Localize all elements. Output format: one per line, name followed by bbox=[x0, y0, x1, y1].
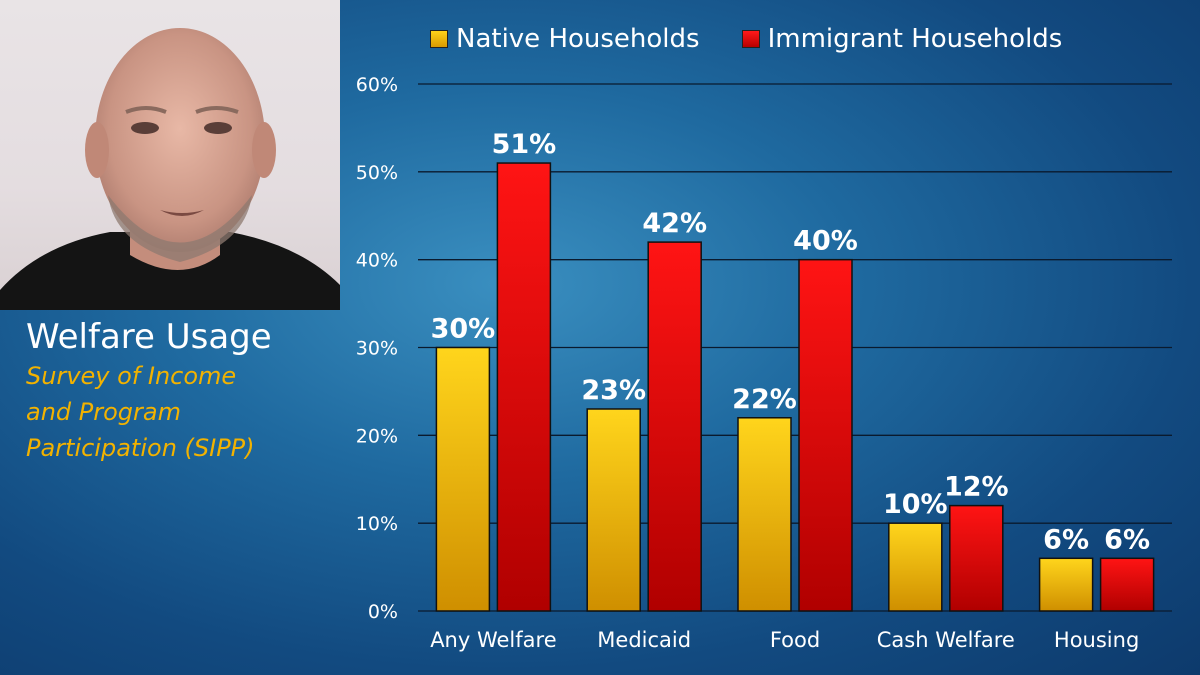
y-tick-label: 30% bbox=[356, 338, 398, 360]
chart-labels: 0% 10% 20% 30% 40% 50% 60% 30% 51% Any Welfare 23%… bbox=[356, 74, 1150, 652]
legend-label-native: Native Households bbox=[456, 24, 700, 54]
bar-immigrant bbox=[1099, 557, 1155, 612]
slide-title-block: Welfare Usage Survey of Income and Progr… bbox=[26, 316, 346, 466]
bar-immigrant bbox=[496, 162, 552, 612]
x-category-label: Medicaid bbox=[597, 628, 691, 652]
y-tick-label: 20% bbox=[356, 425, 398, 447]
x-category-label: Food bbox=[770, 628, 820, 652]
presenter-video bbox=[0, 28, 340, 310]
legend-swatch-native bbox=[430, 30, 448, 48]
bar-native bbox=[888, 522, 943, 612]
legend-item-native: Native Households bbox=[430, 24, 700, 54]
bar-immigrant bbox=[798, 258, 853, 612]
bar-native bbox=[586, 408, 641, 612]
slide-subtitle-line-3: Participation (SIPP) bbox=[26, 434, 255, 462]
legend-swatch-immigrant bbox=[741, 30, 760, 48]
y-tick-label: 50% bbox=[356, 162, 398, 184]
y-tick-label: 40% bbox=[356, 250, 398, 272]
x-category-label: Housing bbox=[1054, 628, 1139, 652]
x-category-label: Cash Welfare bbox=[877, 628, 1015, 652]
bar-native bbox=[435, 346, 491, 612]
data-label-native: 6% bbox=[1043, 524, 1089, 555]
y-tick-label: 10% bbox=[356, 513, 398, 535]
data-label-native: 30% bbox=[431, 314, 496, 345]
legend-item-immigrant: Immigrant Households bbox=[741, 24, 1063, 54]
data-label-immigrant: 51% bbox=[492, 129, 557, 160]
x-category-label: Any Welfare bbox=[430, 628, 556, 652]
slide-subtitle-line-1: Survey of Income bbox=[26, 362, 237, 390]
y-tick-label: 0% bbox=[368, 601, 398, 623]
data-label-native: 23% bbox=[581, 375, 646, 406]
bar-native bbox=[737, 417, 792, 612]
data-label-immigrant: 6% bbox=[1104, 524, 1150, 555]
bar-immigrant bbox=[647, 241, 702, 612]
data-label-immigrant: 40% bbox=[793, 226, 858, 257]
slide-title: Welfare Usage bbox=[26, 317, 272, 357]
bar-native bbox=[1038, 557, 1094, 612]
data-label-native: 10% bbox=[883, 489, 948, 520]
data-label-immigrant: 12% bbox=[944, 472, 1009, 503]
chart-legend: Native Households Immigrant Households bbox=[430, 24, 1104, 54]
data-label-native: 22% bbox=[732, 384, 797, 415]
bar-immigrant bbox=[949, 504, 1004, 612]
chart-bars bbox=[435, 162, 1155, 612]
presenter-webcam bbox=[0, 0, 340, 310]
slide-subtitle-line-2: and Program bbox=[26, 398, 181, 426]
y-tick-label: 60% bbox=[356, 74, 398, 96]
data-label-immigrant: 42% bbox=[642, 208, 707, 239]
legend-label-immigrant: Immigrant Households bbox=[767, 24, 1063, 54]
